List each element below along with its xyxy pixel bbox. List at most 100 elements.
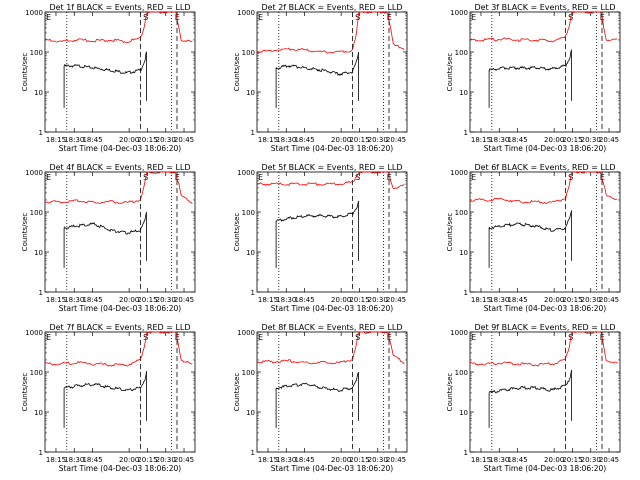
y-tick-label: 10 <box>459 409 468 417</box>
x-tick-label: 20:00 <box>119 456 139 464</box>
x-tick-label: 20:30 <box>368 296 388 304</box>
event-marker-label: E <box>258 13 263 22</box>
y-tick-label: 1000 <box>25 169 43 177</box>
x-tick-label: 18:30 <box>276 136 296 144</box>
x-tick-label: 20:45 <box>386 456 406 464</box>
x-tick-label: 20:45 <box>599 296 619 304</box>
events-series-line <box>63 51 147 74</box>
x-tick-label: 20:30 <box>581 456 601 464</box>
y-tick-label: 1000 <box>237 169 255 177</box>
plot-frame <box>256 11 408 133</box>
y-tick-label: 1000 <box>25 329 43 337</box>
x-tick-label: 20:00 <box>119 136 139 144</box>
y-tick-label: 1 <box>464 449 468 457</box>
x-tick-label: 18:15 <box>471 456 491 464</box>
event-marker-label: E <box>471 333 476 342</box>
y-tick-label: 100 <box>455 209 468 217</box>
y-tick-label: 1000 <box>237 9 255 17</box>
y-tick-label: 100 <box>242 209 255 217</box>
x-tick-label: 18:15 <box>471 296 491 304</box>
x-tick-label: 20:30 <box>156 136 176 144</box>
lld-series-line <box>469 171 618 205</box>
x-tick-label: 18:30 <box>489 296 509 304</box>
x-tick-label: 18:30 <box>64 136 84 144</box>
y-tick-label: 100 <box>30 209 43 217</box>
events-series-line <box>488 370 572 394</box>
event-marker-label: E <box>471 173 476 182</box>
y-tick-label: 1000 <box>450 169 468 177</box>
x-tick-label: 18:15 <box>258 456 278 464</box>
plot-frame <box>469 11 621 133</box>
x-tick-label: 20:30 <box>581 136 601 144</box>
x-tick-label: 18:30 <box>489 456 509 464</box>
x-tick-label: 20:30 <box>156 296 176 304</box>
plot-frame <box>256 171 408 293</box>
y-tick-label: 10 <box>34 89 43 97</box>
y-tick-label: 100 <box>455 369 468 377</box>
y-tick-label: 10 <box>246 249 255 257</box>
y-tick-label: 1000 <box>450 9 468 17</box>
panel-title: Det 3f BLACK = Events, RED = LLD <box>474 3 615 12</box>
x-tick-label: 20:45 <box>174 296 194 304</box>
x-tick-label: 20:00 <box>119 296 139 304</box>
event-marker-label: E <box>46 173 51 182</box>
events-series-line <box>63 212 147 235</box>
x-tick-label: 18:45 <box>82 136 102 144</box>
x-axis-label: Start Time (04-Dec-03 18:06:20) <box>59 464 181 473</box>
y-tick-label: 100 <box>30 49 43 57</box>
x-tick-label: 20:15 <box>349 296 369 304</box>
panel-title: Det 4f BLACK = Events, RED = LLD <box>49 163 190 172</box>
plot-frame <box>469 331 621 453</box>
x-tick-label: 18:15 <box>258 136 278 144</box>
plot-frame <box>469 171 621 293</box>
y-axis-label: Counts/sec <box>446 373 454 412</box>
plot-frame <box>44 331 196 453</box>
x-tick-label: 18:15 <box>258 296 278 304</box>
y-tick-label: 1 <box>464 289 468 297</box>
y-tick-label: 100 <box>242 49 255 57</box>
x-tick-label: 20:00 <box>331 456 351 464</box>
event-marker-label: E <box>175 173 180 182</box>
x-tick-label: 18:45 <box>294 456 314 464</box>
y-tick-label: 1 <box>251 289 255 297</box>
y-tick-label: 1 <box>39 289 43 297</box>
detector-panel: Det 1f BLACK = Events, RED = LLD 1 10 100 10… <box>21 3 196 153</box>
event-marker-label: E <box>471 13 476 22</box>
y-axis-label: Counts/sec <box>233 213 241 252</box>
y-tick-label: 1 <box>39 449 43 457</box>
panel-title: Det 6f BLACK = Events, RED = LLD <box>474 163 615 172</box>
y-axis-label: Counts/sec <box>233 373 241 412</box>
x-tick-label: 18:15 <box>46 136 66 144</box>
events-series-line <box>275 372 359 392</box>
events-series-line <box>63 371 147 392</box>
x-tick-label: 20:15 <box>562 456 582 464</box>
y-tick-label: 10 <box>459 89 468 97</box>
plot-frame <box>256 331 408 453</box>
x-axis-label: Start Time (04-Dec-03 18:06:20) <box>271 144 393 153</box>
x-tick-label: 18:30 <box>276 296 296 304</box>
x-tick-label: 20:15 <box>349 136 369 144</box>
y-tick-label: 10 <box>34 409 43 417</box>
panel-title: Det 9f BLACK = Events, RED = LLD <box>474 323 615 332</box>
y-tick-label: 10 <box>34 249 43 257</box>
y-axis-label: Counts/sec <box>233 53 241 92</box>
x-tick-label: 20:15 <box>349 456 369 464</box>
event-marker-label: S <box>355 173 360 182</box>
detector-panel: Det 2f BLACK = Events, RED = LLD 1 10 100 10… <box>233 3 408 153</box>
plot-frame <box>44 171 196 293</box>
event-marker-label: S <box>355 13 360 22</box>
x-tick-label: 20:30 <box>368 136 388 144</box>
x-tick-label: 18:15 <box>46 296 66 304</box>
x-tick-label: 20:30 <box>368 456 388 464</box>
detector-panel: Det 4f BLACK = Events, RED = LLD 1 10 100 10… <box>21 163 196 313</box>
y-axis-label: Counts/sec <box>21 53 29 92</box>
detector-panel: Det 8f BLACK = Events, RED = LLD 1 10 100 10… <box>233 323 408 473</box>
panel-title: Det 5f BLACK = Events, RED = LLD <box>261 163 402 172</box>
panel-title: Det 1f BLACK = Events, RED = LLD <box>49 3 190 12</box>
x-tick-label: 18:30 <box>64 456 84 464</box>
y-tick-label: 1 <box>39 129 43 137</box>
x-tick-label: 20:15 <box>562 296 582 304</box>
x-tick-label: 20:00 <box>544 296 564 304</box>
x-tick-label: 18:45 <box>294 296 314 304</box>
